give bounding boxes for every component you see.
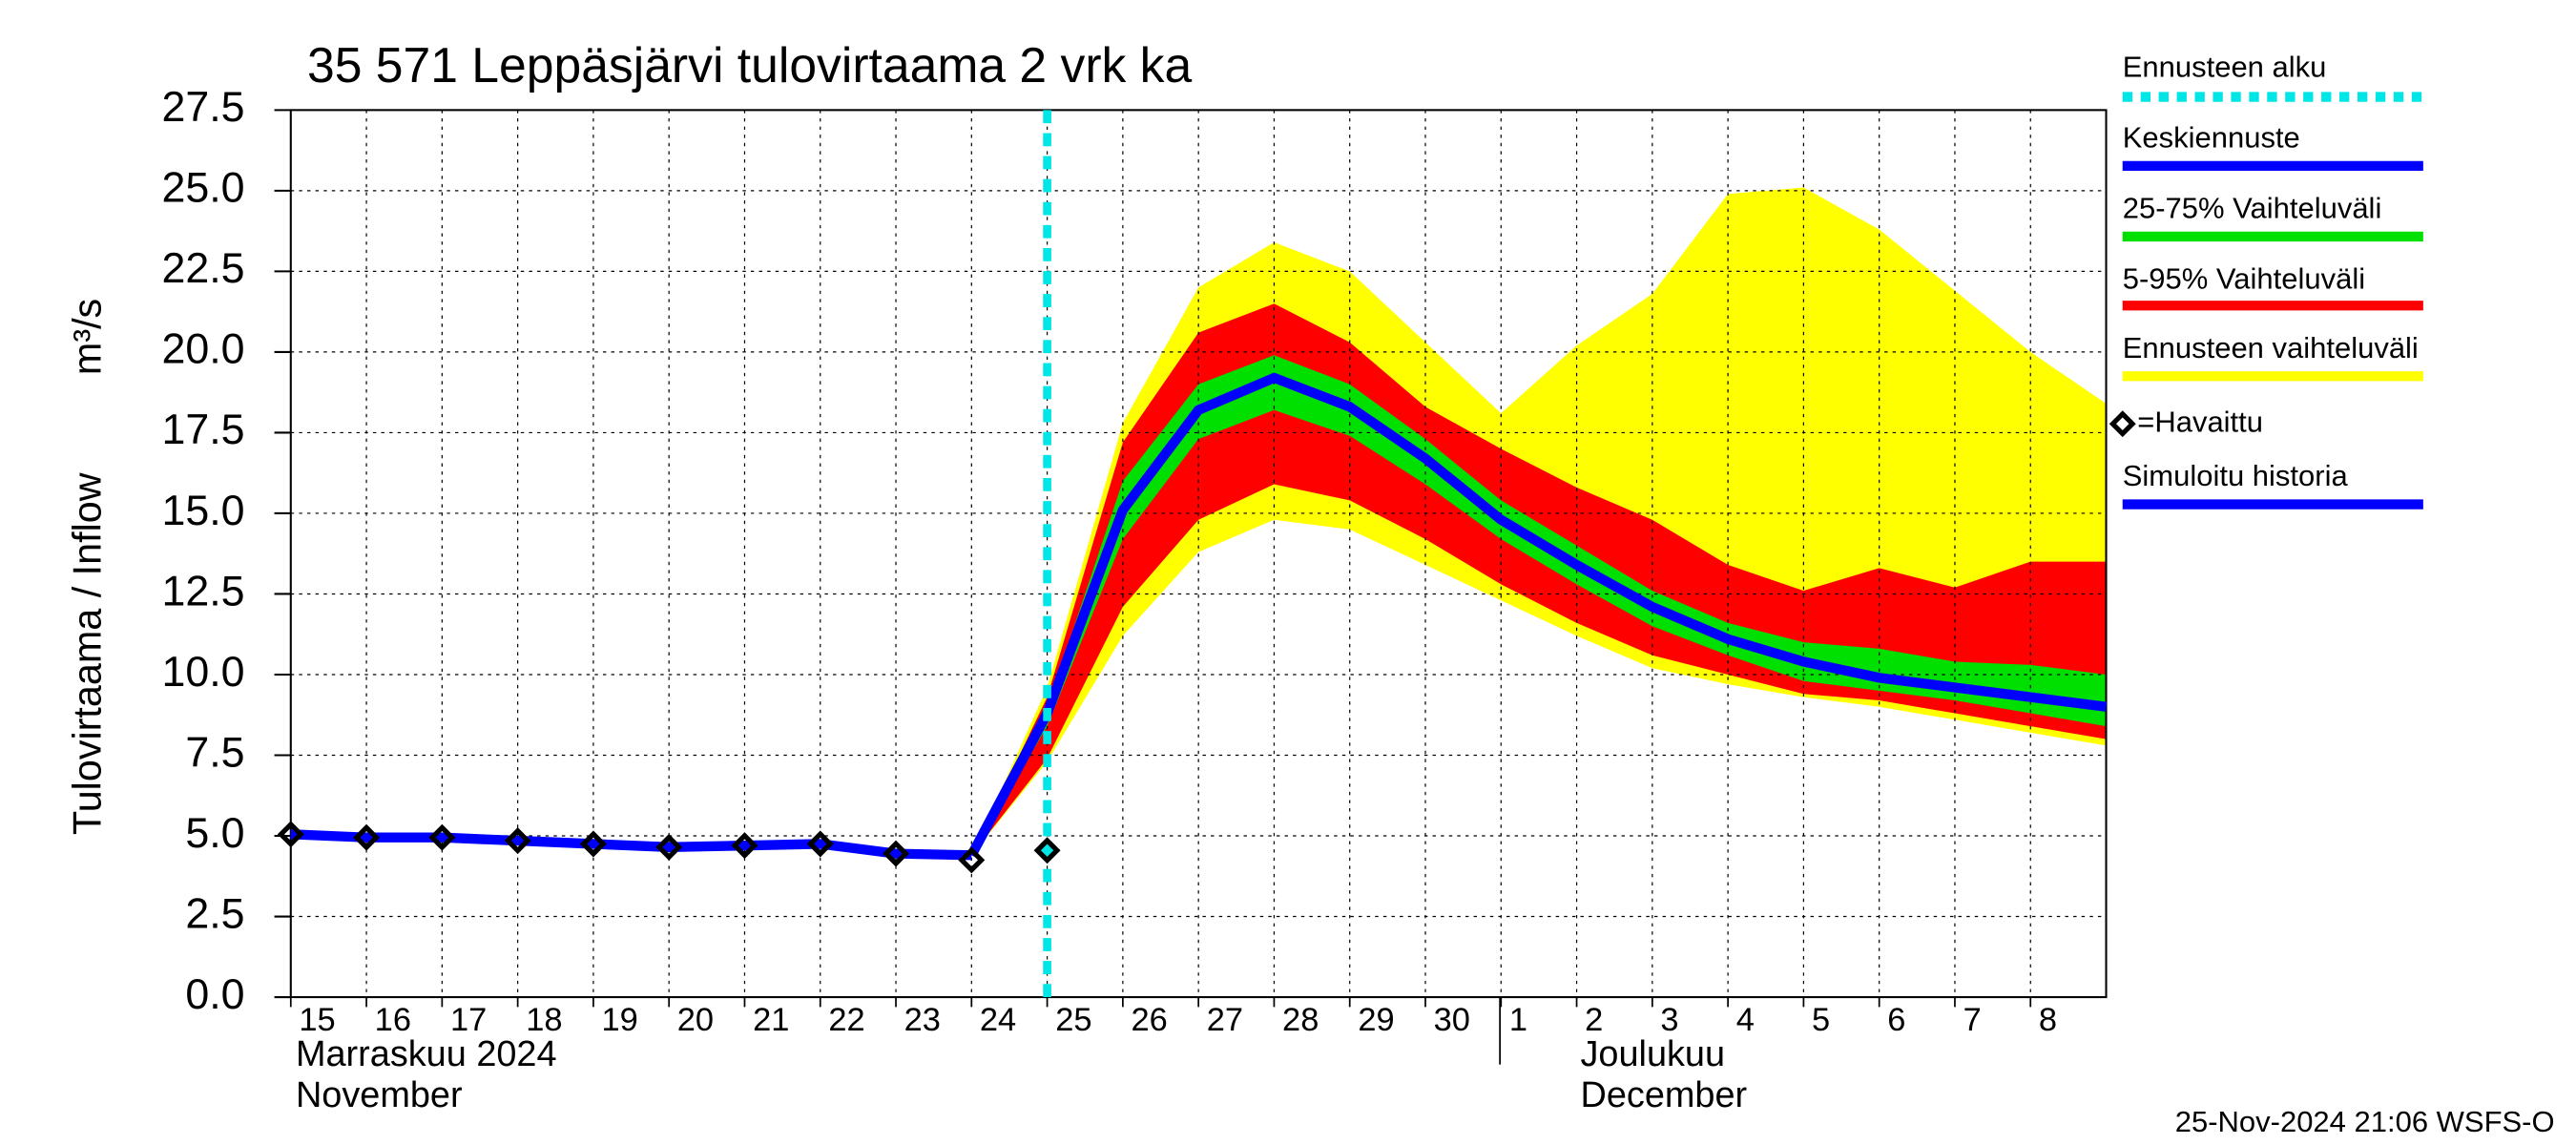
y-tick-label: 5.0 xyxy=(185,809,244,857)
line-series xyxy=(290,829,972,861)
legend: Ennusteen alku Keskiennuste 25-75% Vaihtel… xyxy=(2109,50,2423,510)
x-tick-label: 25 xyxy=(1055,1002,1091,1038)
y-tick-label: 20.0 xyxy=(161,325,244,373)
y-tick-label: 27.5 xyxy=(161,83,244,131)
x-tick-label: 24 xyxy=(980,1002,1016,1038)
x-tick-label: 29 xyxy=(1358,1002,1394,1038)
x-tick-label: 2 xyxy=(1585,1002,1603,1038)
line-series xyxy=(966,372,2108,858)
observed-point xyxy=(806,830,834,858)
x-tick-label: 17 xyxy=(450,1002,487,1038)
y-tick-label: 12.5 xyxy=(161,567,244,614)
plot-frame xyxy=(289,109,2108,999)
y-tick-label: 10.0 xyxy=(161,648,244,696)
x-tick-label: 1 xyxy=(1509,1002,1527,1038)
observed-point xyxy=(655,833,683,861)
x-tick-label: 23 xyxy=(904,1002,941,1038)
x-tick-label: 3 xyxy=(1660,1002,1678,1038)
y-tick-label: 15.0 xyxy=(161,487,244,534)
x-tick-label: 30 xyxy=(1434,1002,1470,1038)
legend-label: Simuloitu historia xyxy=(2123,459,2349,492)
y-axis-label: Tulovirtaama / Inflow xyxy=(66,472,110,835)
x-tick-label: 28 xyxy=(1282,1002,1319,1038)
x-tick-label: 7 xyxy=(1963,1002,1982,1038)
y-tick-label: 0.0 xyxy=(185,970,244,1018)
observed-point xyxy=(579,830,607,858)
x-tick-label: 6 xyxy=(1887,1002,1905,1038)
y-tick-label: 25.0 xyxy=(161,164,244,212)
x-tick-label: 22 xyxy=(828,1002,864,1038)
y-tick-label: 22.5 xyxy=(161,244,244,292)
month-label: November xyxy=(296,1075,463,1115)
month-label: Joulukuu xyxy=(1581,1034,1726,1074)
footer: 25-Nov-2024 21:06 WSFS-O xyxy=(2175,1105,2555,1138)
legend-label: Ennusteen alku xyxy=(2123,50,2327,83)
observed-point xyxy=(277,821,304,848)
x-tick-label: 21 xyxy=(753,1002,789,1038)
x-tick-label: 8 xyxy=(2039,1002,2057,1038)
x-tick-label: 4 xyxy=(1736,1002,1755,1038)
observed-point xyxy=(883,840,910,867)
observed-point xyxy=(353,823,381,851)
month-label: Marraskuu 2024 xyxy=(296,1034,557,1074)
month-label: December xyxy=(1581,1075,1748,1115)
observed-point xyxy=(731,832,758,860)
y-tick-label: 2.5 xyxy=(185,889,244,937)
band xyxy=(971,303,2107,856)
x-tick-label: 16 xyxy=(375,1002,411,1038)
y-tick-label: 17.5 xyxy=(161,406,244,453)
chart-title: 35 571 Leppäsjärvi tulovirtaama 2 vrk ka xyxy=(307,37,1193,93)
y-axis-unit: m³/s xyxy=(66,299,110,375)
x-tick-label: 19 xyxy=(602,1002,638,1038)
observed-point xyxy=(428,823,456,851)
legend-label: 5-95% Vaihteluväli xyxy=(2123,262,2365,296)
observed-point xyxy=(1033,837,1061,864)
legend-swatch xyxy=(2109,410,2136,438)
legend-label: =Havaittu xyxy=(2137,405,2263,438)
observed-point xyxy=(504,827,531,855)
x-tick-label: 5 xyxy=(1812,1002,1830,1038)
legend-label: 25-75% Vaihteluväli xyxy=(2123,192,2382,225)
x-tick-label: 18 xyxy=(526,1002,562,1038)
x-tick-label: 26 xyxy=(1131,1002,1167,1038)
legend-label: Ennusteen vaihteluväli xyxy=(2123,331,2419,364)
y-tick-label: 7.5 xyxy=(185,728,244,776)
observed-point xyxy=(958,846,986,874)
x-tick-label: 15 xyxy=(299,1002,335,1038)
x-tick-label: 27 xyxy=(1207,1002,1243,1038)
x-tick-label: 20 xyxy=(677,1002,714,1038)
legend-label: Keskiennuste xyxy=(2123,121,2300,155)
plot-area: 0.0 2.5 5.0 7.5 10.0 12.5 15.0 17.5 20.0 22.5 25.0… xyxy=(161,83,2108,1038)
